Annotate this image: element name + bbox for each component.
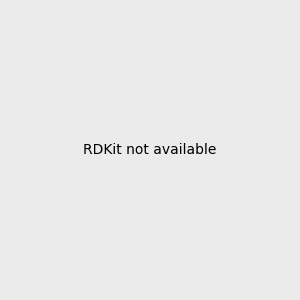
Text: RDKit not available: RDKit not available [83, 143, 217, 157]
